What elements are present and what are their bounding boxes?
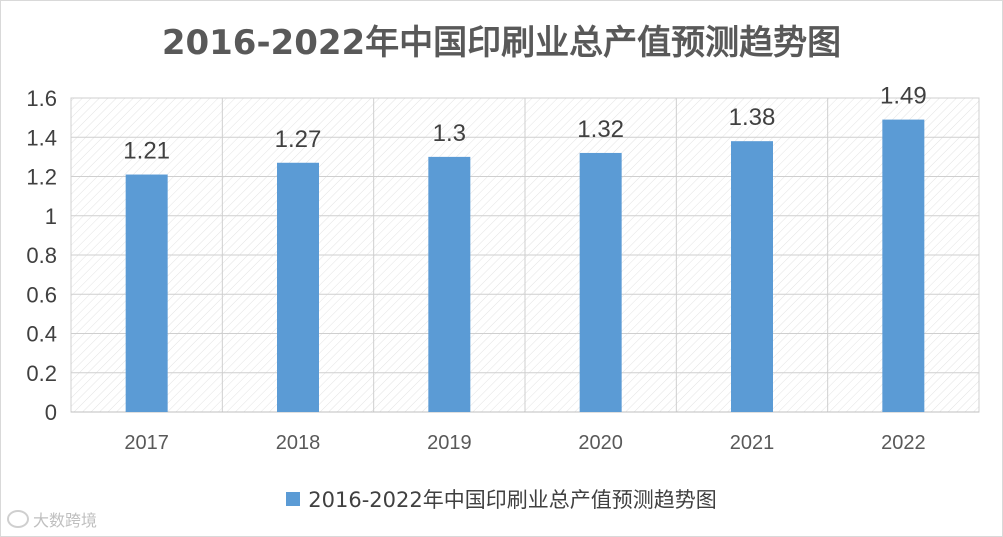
legend-label: 2016-2022年中国印刷业总产值预测趋势图 bbox=[308, 488, 717, 512]
y-tick-label: 0.2 bbox=[26, 361, 57, 386]
bar-2017 bbox=[125, 174, 168, 412]
watermark-text: 大数跨境 bbox=[33, 511, 98, 530]
chart-title: 2016-2022年中国印刷业总产值预测趋势图 bbox=[161, 23, 842, 63]
x-tick-label-2021: 2021 bbox=[730, 432, 775, 454]
data-label-2020: 1.32 bbox=[577, 116, 624, 143]
x-tick-label-2018: 2018 bbox=[276, 432, 321, 454]
y-tick-label: 1.4 bbox=[26, 125, 57, 150]
y-tick-label: 0 bbox=[45, 400, 57, 425]
bar-2018 bbox=[277, 162, 319, 412]
y-tick-label: 0.6 bbox=[26, 282, 57, 307]
y-tick-label: 1.6 bbox=[26, 86, 57, 111]
x-tick-label-2019: 2019 bbox=[427, 432, 472, 454]
bar-2022 bbox=[882, 119, 925, 413]
x-tick-label-2022: 2022 bbox=[881, 432, 926, 454]
bar-2021 bbox=[731, 141, 773, 413]
data-label-2019: 1.3 bbox=[433, 120, 466, 147]
y-tick-label: 1.2 bbox=[26, 165, 57, 190]
y-tick-label: 0.8 bbox=[26, 243, 57, 268]
brand-logo-icon bbox=[7, 510, 29, 528]
bar-2020 bbox=[579, 152, 622, 412]
data-label-2021: 1.38 bbox=[729, 104, 776, 131]
y-tick-label: 1 bbox=[45, 204, 57, 229]
x-tick-label-2017: 2017 bbox=[124, 432, 169, 454]
data-label-2022: 1.49 bbox=[880, 83, 927, 110]
data-label-2018: 1.27 bbox=[275, 126, 322, 153]
data-label-2017: 1.21 bbox=[123, 138, 170, 165]
y-tick-label: 0.4 bbox=[26, 322, 57, 347]
x-tick-label-2020: 2020 bbox=[578, 432, 623, 454]
legend-swatch bbox=[286, 492, 301, 506]
watermark: 大数跨境 bbox=[7, 507, 97, 531]
bar-2019 bbox=[428, 156, 471, 412]
legend: 2016-2022年中国印刷业总产值预测趋势图 bbox=[1, 484, 1002, 514]
